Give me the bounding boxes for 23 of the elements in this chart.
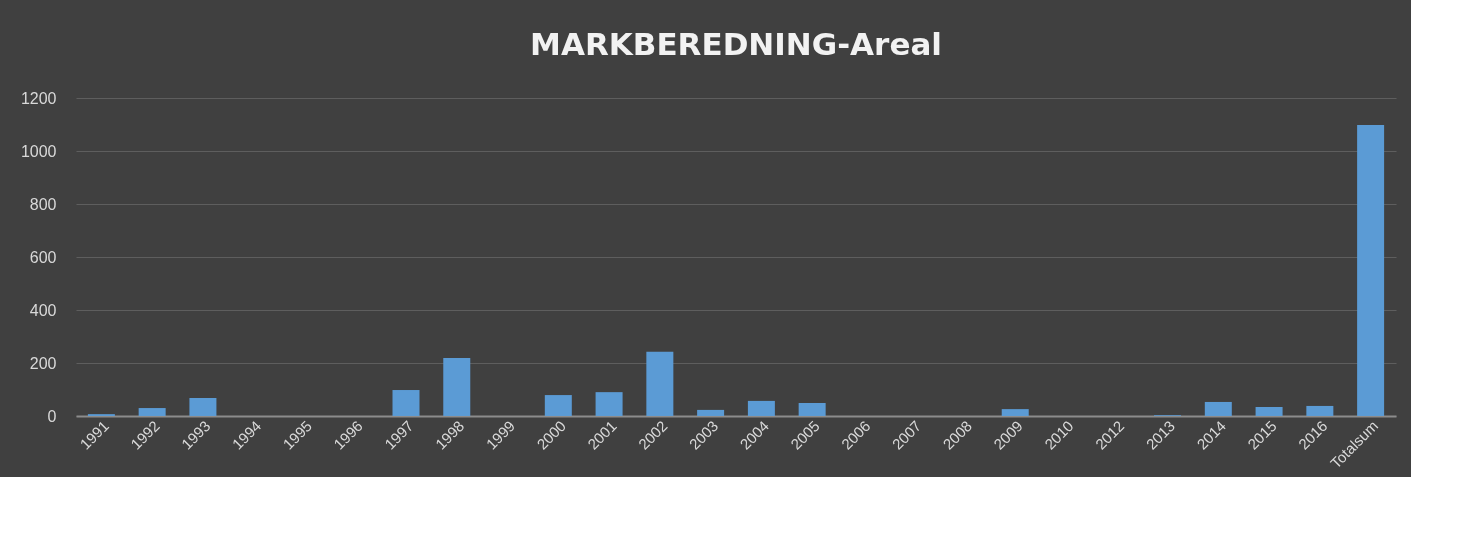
bar bbox=[392, 390, 420, 416]
bar bbox=[1357, 125, 1385, 416]
y-tick-label: 200 bbox=[29, 354, 57, 372]
y-tick-label: 1000 bbox=[20, 142, 57, 160]
y-tick-label: 1200 bbox=[20, 89, 57, 107]
bar bbox=[595, 392, 623, 416]
bar bbox=[544, 395, 572, 416]
bar bbox=[697, 409, 725, 416]
bar bbox=[443, 357, 471, 416]
chart-title: MARKBEREDNING-Areal bbox=[530, 26, 942, 62]
bar bbox=[138, 408, 166, 416]
bar bbox=[798, 403, 826, 416]
bar bbox=[747, 400, 775, 416]
y-tick-label: 600 bbox=[29, 248, 57, 266]
bar bbox=[1255, 406, 1283, 416]
bar bbox=[189, 397, 217, 416]
y-tick-label: 0 bbox=[47, 407, 57, 425]
y-tick-label: 800 bbox=[29, 195, 57, 213]
bar bbox=[1001, 409, 1029, 416]
bar bbox=[1204, 401, 1232, 416]
y-tick-label: 400 bbox=[29, 301, 57, 319]
bar bbox=[646, 351, 674, 416]
bar bbox=[1306, 405, 1334, 416]
